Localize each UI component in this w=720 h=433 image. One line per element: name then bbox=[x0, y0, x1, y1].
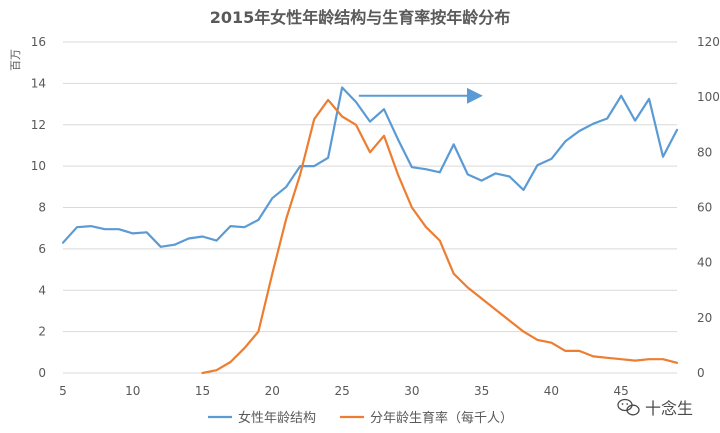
y2-tick-label: 100 bbox=[697, 90, 720, 104]
x-tick-label: 20 bbox=[265, 384, 280, 398]
y-tick-label: 10 bbox=[31, 159, 46, 173]
y2-tick-label: 40 bbox=[697, 256, 712, 270]
y2-tick-label: 120 bbox=[697, 35, 720, 49]
x-tick-label: 15 bbox=[195, 384, 210, 398]
watermark-text: 十念生 bbox=[645, 399, 693, 418]
y2-tick-label: 0 bbox=[697, 366, 705, 380]
x-tick-label: 40 bbox=[544, 384, 559, 398]
wechat-icon bbox=[617, 398, 640, 416]
x-tick-label: 45 bbox=[614, 384, 629, 398]
y-axis-ticks: 0 2 4 6 8 10 12 14 16 bbox=[31, 35, 46, 380]
y-tick-label: 14 bbox=[31, 76, 46, 90]
y-tick-label: 2 bbox=[38, 325, 46, 339]
series-line-1 bbox=[61, 86, 679, 248]
y-axis-unit: 百万 bbox=[9, 49, 22, 71]
x-axis-ticks: 5 10 15 20 25 30 35 40 45 bbox=[59, 384, 629, 398]
y2-tick-label: 80 bbox=[697, 145, 712, 159]
x-tick-label: 25 bbox=[334, 384, 349, 398]
gridlines bbox=[63, 41, 677, 374]
y-tick-label: 8 bbox=[38, 201, 46, 215]
legend-label: 女性年龄结构 bbox=[238, 410, 316, 426]
x-tick-label: 30 bbox=[404, 384, 419, 398]
y-tick-label: 6 bbox=[38, 242, 46, 256]
y-tick-label: 12 bbox=[31, 118, 46, 132]
y-tick-label: 16 bbox=[31, 35, 46, 49]
chart-title: 2015年女性年龄结构与生育率按年龄分布 bbox=[210, 8, 511, 27]
x-tick-label: 5 bbox=[59, 384, 67, 398]
y2-tick-label: 60 bbox=[697, 201, 712, 215]
watermark: 十念生 bbox=[617, 398, 693, 418]
legend: 女性年龄结构 分年龄生育率（每千人） bbox=[208, 410, 513, 426]
x-tick-label: 35 bbox=[474, 384, 489, 398]
legend-label: 分年龄生育率（每千人） bbox=[370, 410, 513, 426]
y-tick-label: 0 bbox=[38, 366, 46, 380]
x-tick-label: 10 bbox=[125, 384, 140, 398]
series-layer bbox=[61, 86, 679, 375]
y-tick-label: 4 bbox=[38, 283, 46, 297]
y2-axis-ticks: 0 20 40 60 80 100 120 bbox=[697, 35, 720, 380]
y2-tick-label: 20 bbox=[697, 311, 712, 325]
series-line-2 bbox=[201, 98, 679, 375]
